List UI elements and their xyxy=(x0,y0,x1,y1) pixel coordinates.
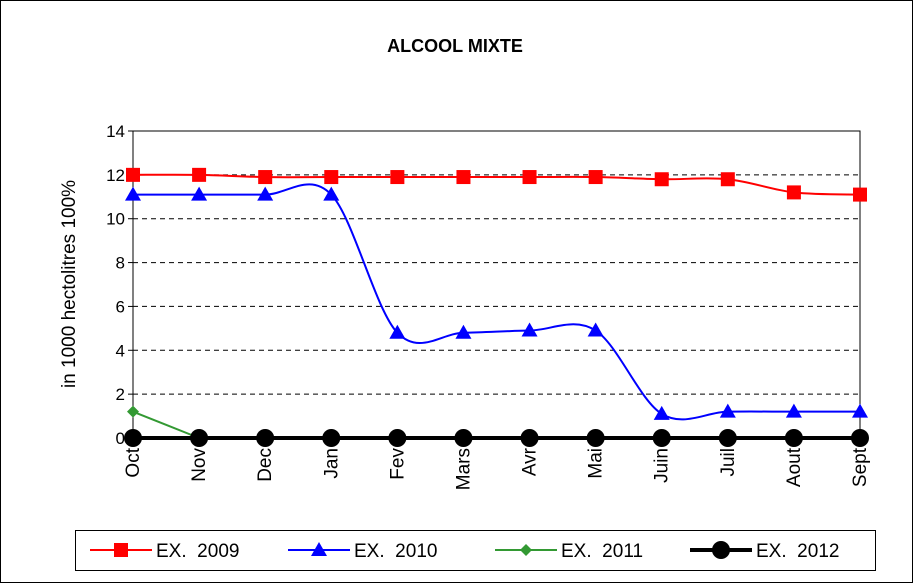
marker xyxy=(786,185,801,200)
marker xyxy=(389,324,406,339)
x-tick-label: Aout xyxy=(784,447,805,487)
marker xyxy=(652,429,671,447)
marker xyxy=(257,186,274,201)
x-tick-label: Fev xyxy=(387,448,408,480)
marker xyxy=(852,403,868,418)
marker xyxy=(851,429,869,447)
marker xyxy=(311,542,327,556)
marker xyxy=(784,429,803,447)
marker xyxy=(455,324,472,339)
x-tick-label: Nov xyxy=(189,448,210,482)
marker xyxy=(718,429,737,447)
x-tick-label: Juin xyxy=(652,448,673,483)
marker xyxy=(712,541,730,559)
x-tick-label: Mai xyxy=(586,448,607,479)
marker xyxy=(853,187,867,202)
legend-label: EX. 2010 xyxy=(354,541,437,562)
marker xyxy=(127,405,139,418)
marker xyxy=(124,429,142,447)
marker xyxy=(190,429,209,447)
marker xyxy=(126,167,140,182)
marker xyxy=(322,429,341,447)
x-tick-label: Sept xyxy=(850,447,871,487)
marker xyxy=(258,170,273,185)
marker xyxy=(720,172,735,187)
marker xyxy=(191,186,208,201)
marker xyxy=(520,429,539,447)
marker xyxy=(522,170,537,185)
marker xyxy=(653,405,670,420)
marker xyxy=(520,544,532,556)
marker xyxy=(323,186,340,201)
y-tick-label: 2 xyxy=(116,385,125,404)
legend-label: EX. 2009 xyxy=(156,541,239,562)
marker xyxy=(587,322,604,337)
marker xyxy=(192,167,207,182)
y-tick-label: 0 xyxy=(116,429,125,448)
marker xyxy=(388,429,407,447)
x-tick-label: Dec xyxy=(255,448,276,482)
y-tick-label: 12 xyxy=(106,166,125,185)
legend-label: EX. 2011 xyxy=(561,541,643,562)
marker xyxy=(114,543,128,557)
chart-title: ALCOOL MIXTE xyxy=(387,36,523,56)
x-tick-label: Oct xyxy=(123,447,144,477)
legend-label: EX. 2012 xyxy=(756,541,839,562)
marker xyxy=(456,170,471,185)
y-tick-label: 8 xyxy=(116,254,125,273)
marker xyxy=(654,172,669,187)
x-tick-label: Mars xyxy=(453,448,474,490)
marker xyxy=(390,170,405,185)
marker xyxy=(586,429,605,447)
marker xyxy=(324,170,339,185)
x-tick-label: Juil xyxy=(718,448,739,477)
marker xyxy=(521,322,538,337)
marker xyxy=(588,170,603,185)
marker xyxy=(719,403,736,418)
y-tick-label: 14 xyxy=(106,122,125,141)
y-tick-label: 6 xyxy=(116,297,125,316)
marker xyxy=(125,186,141,201)
marker xyxy=(785,403,802,418)
y-tick-label: 10 xyxy=(106,210,125,229)
marker xyxy=(454,429,473,447)
y-axis-label: in 1000 hectolitres 100% xyxy=(59,180,80,388)
y-tick-label: 4 xyxy=(116,341,125,360)
x-tick-label: Jan xyxy=(321,448,342,479)
marker xyxy=(256,429,275,447)
x-tick-label: Avr xyxy=(520,447,541,476)
